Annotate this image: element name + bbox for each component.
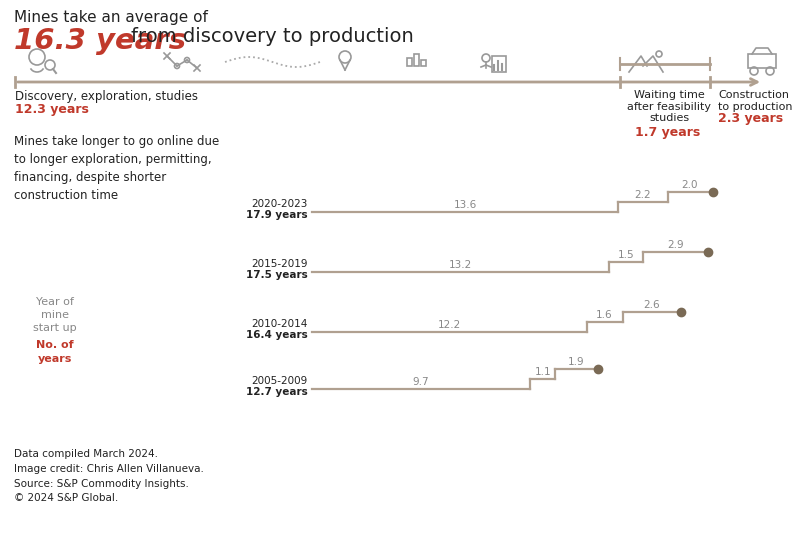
Text: 17.9 years: 17.9 years (246, 210, 308, 220)
Text: 13.2: 13.2 (449, 260, 472, 270)
Text: 2010-2014: 2010-2014 (252, 319, 308, 329)
Text: Data compiled March 2024.
Image credit: Chris Allen Villanueva.
Source: S&P Comm: Data compiled March 2024. Image credit: … (14, 449, 204, 503)
Text: 13.6: 13.6 (454, 200, 477, 210)
Text: Construction
to production: Construction to production (718, 90, 793, 112)
Text: 12.2: 12.2 (438, 320, 461, 330)
Text: Mines take an average of: Mines take an average of (14, 10, 208, 25)
Text: 1.9: 1.9 (568, 357, 585, 367)
Text: 2.6: 2.6 (643, 300, 660, 310)
Text: 2005-2009: 2005-2009 (252, 376, 308, 386)
Text: 16.3 years: 16.3 years (14, 27, 186, 55)
Text: 12.7 years: 12.7 years (246, 387, 308, 397)
Text: 2020-2023: 2020-2023 (252, 199, 308, 209)
Bar (407, 58, 412, 66)
Text: 12.3 years: 12.3 years (15, 103, 89, 116)
Text: No. of
years: No. of years (36, 340, 74, 364)
Text: Discovery, exploration, studies: Discovery, exploration, studies (15, 90, 198, 103)
Text: 2.2: 2.2 (634, 190, 651, 200)
Text: 2.9: 2.9 (667, 240, 684, 250)
Text: 17.5 years: 17.5 years (246, 270, 308, 280)
Bar (748, 54, 776, 68)
Bar (421, 60, 426, 66)
Text: 9.7: 9.7 (413, 377, 430, 387)
Text: 1.7 years: 1.7 years (635, 126, 700, 139)
Text: 16.4 years: 16.4 years (246, 330, 308, 340)
Bar (492, 56, 506, 72)
Text: Waiting time
after feasibility
studies: Waiting time after feasibility studies (627, 90, 711, 123)
Text: 2015-2019: 2015-2019 (251, 259, 308, 269)
Bar (414, 54, 419, 66)
Text: 2.0: 2.0 (682, 180, 698, 190)
Text: from discovery to production: from discovery to production (131, 27, 414, 46)
Text: Mines take longer to go online due
to longer exploration, permitting,
financing,: Mines take longer to go online due to lo… (14, 135, 219, 202)
Text: 1.5: 1.5 (618, 250, 634, 260)
Text: Year of
mine
start up: Year of mine start up (33, 297, 77, 333)
Text: 1.1: 1.1 (534, 367, 551, 377)
Text: 1.6: 1.6 (596, 310, 613, 320)
Text: 2.3 years: 2.3 years (718, 112, 783, 125)
